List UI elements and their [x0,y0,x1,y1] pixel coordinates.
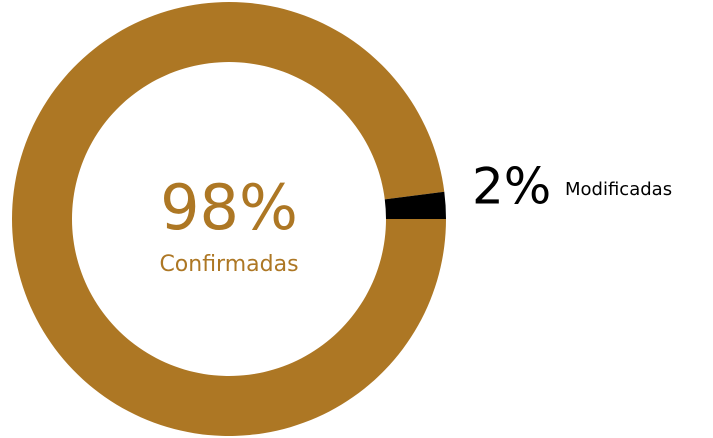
slice [384,191,446,219]
value-label: 98% [160,171,298,244]
value-label: 2% [472,158,551,216]
category-label: Confirmadas [159,252,298,277]
category-label: Modificadas [565,179,672,200]
